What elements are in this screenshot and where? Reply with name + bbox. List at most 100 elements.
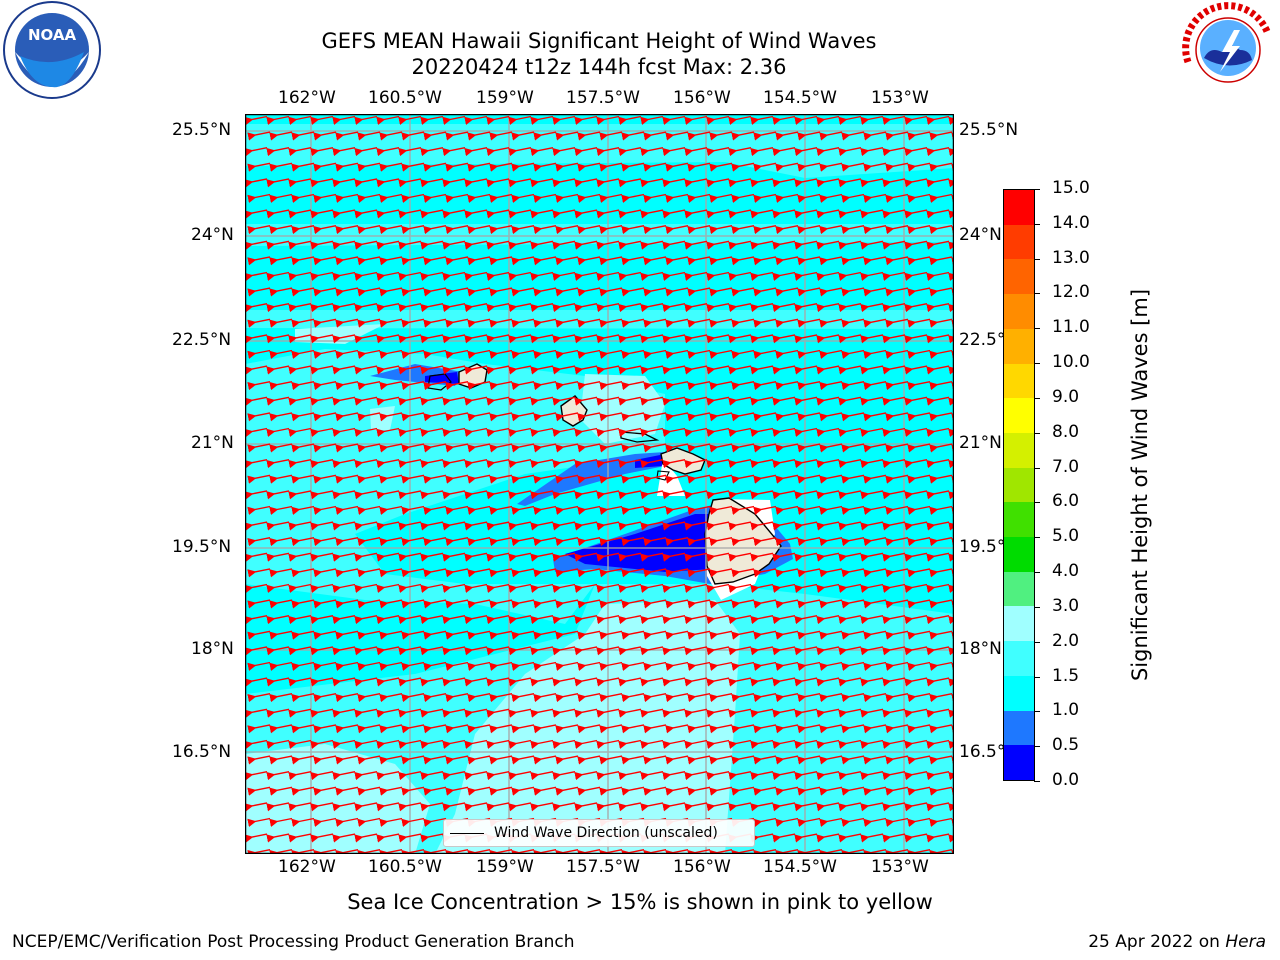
wind-arrow xyxy=(401,162,425,172)
wind-arrow xyxy=(423,287,447,297)
wind-arrow xyxy=(420,147,444,157)
wind-arrow xyxy=(907,256,931,266)
wind-arrow xyxy=(332,459,356,469)
wind-arrow xyxy=(665,318,689,328)
wind-arrow xyxy=(838,427,862,437)
wind-arrow xyxy=(555,318,579,328)
wind-arrow xyxy=(574,365,598,375)
wind-arrow xyxy=(423,256,447,266)
wind-arrow xyxy=(464,459,488,469)
wind-arrow xyxy=(401,474,425,484)
wind-arrow xyxy=(313,162,337,172)
wind-arrow xyxy=(464,147,488,157)
wind-arrow xyxy=(662,178,686,188)
wind-arrow xyxy=(599,162,623,172)
wind-arrow xyxy=(882,365,906,375)
wind-arrow xyxy=(640,147,664,157)
wind-arrow xyxy=(379,318,403,328)
wind-arrow xyxy=(728,459,752,469)
wind-arrow xyxy=(863,443,887,453)
chart-title-line1: GEFS MEAN Hawaii Significant Height of W… xyxy=(321,29,877,53)
lat-label-left: 16.5°N xyxy=(172,742,232,762)
colorbar-segment xyxy=(1004,641,1034,676)
wind-arrow xyxy=(904,459,928,469)
wind-arrow xyxy=(819,287,843,297)
wind-arrow xyxy=(929,381,953,391)
wind-arrow xyxy=(555,349,579,359)
wind-arrow xyxy=(596,240,620,250)
wind-arrow xyxy=(464,427,488,437)
wind-arrow xyxy=(643,162,667,172)
wind-arrow xyxy=(533,256,557,266)
wind-arrow xyxy=(269,193,293,203)
wind-arrow xyxy=(904,147,928,157)
wind-arrow xyxy=(794,178,818,188)
wind-arrow xyxy=(775,162,799,172)
wind-arrow xyxy=(709,474,733,484)
wind-arrow xyxy=(354,334,378,344)
wind-arrow xyxy=(882,334,906,344)
wind-arrow xyxy=(860,115,884,125)
wind-arrow xyxy=(621,412,645,422)
wind-arrow xyxy=(552,459,576,469)
wind-arrow xyxy=(530,178,554,188)
wind-arrow xyxy=(731,349,755,359)
lon-label-top: 156°W xyxy=(673,88,731,108)
wind-arrow xyxy=(442,427,466,437)
wind-arrow xyxy=(354,303,378,313)
wind-arrow xyxy=(863,381,887,391)
colorbar-tick-mark xyxy=(1034,432,1040,434)
wind-arrow xyxy=(926,178,950,188)
wind-arrow xyxy=(885,349,909,359)
wind-arrow xyxy=(354,490,378,500)
wind-arrow xyxy=(907,443,931,453)
wind-arrow xyxy=(640,271,664,281)
colorbar-tick-mark xyxy=(1034,572,1040,574)
wind-arrow xyxy=(442,178,466,188)
wind-arrow xyxy=(310,334,334,344)
colorbar-segment xyxy=(1004,606,1034,642)
wind-arrow xyxy=(467,162,491,172)
wind-arrow xyxy=(687,225,711,235)
wind-arrow xyxy=(665,474,689,484)
wind-arrow xyxy=(794,271,818,281)
wind-arrow xyxy=(838,209,862,219)
wind-arrow xyxy=(926,271,950,281)
wind-arrow xyxy=(731,256,755,266)
wind-arrow xyxy=(555,193,579,203)
wind-arrow xyxy=(926,209,950,219)
wind-arrow xyxy=(245,147,268,157)
wind-arrow xyxy=(442,115,466,125)
wind-arrow xyxy=(291,381,315,391)
wind-arrow xyxy=(687,474,711,484)
wind-arrow xyxy=(423,381,447,391)
wind-arrow xyxy=(728,240,752,250)
wind-arrow xyxy=(574,115,598,125)
lat-label-left: 25.5°N xyxy=(172,120,232,140)
wind-arrow xyxy=(599,318,623,328)
wind-arrow xyxy=(665,193,689,203)
wind-arrow xyxy=(750,303,774,313)
wind-arrow xyxy=(599,443,623,453)
wind-arrow xyxy=(398,459,422,469)
wind-arrow xyxy=(332,240,356,250)
map-panel[interactable]: Wind Wave Direction (unscaled) xyxy=(244,113,955,855)
wind-arrow xyxy=(291,349,315,359)
wind-arrow xyxy=(797,381,821,391)
wind-arrow xyxy=(555,256,579,266)
wind-arrow xyxy=(420,271,444,281)
wind-arrow xyxy=(863,256,887,266)
wind-arrow xyxy=(552,396,576,406)
wind-arrow xyxy=(665,349,689,359)
wind-arrow xyxy=(266,178,290,188)
wind-arrow xyxy=(464,396,488,406)
wind-arrow xyxy=(709,162,733,172)
wind-arrow xyxy=(684,427,708,437)
wind-arrow xyxy=(794,240,818,250)
wind-arrow xyxy=(291,443,315,453)
wind-arrow xyxy=(423,412,447,422)
wind-arrow xyxy=(354,459,378,469)
wind-arrow xyxy=(929,256,953,266)
lon-label-bottom: 153°W xyxy=(871,857,929,877)
wind-arrow xyxy=(467,225,491,235)
